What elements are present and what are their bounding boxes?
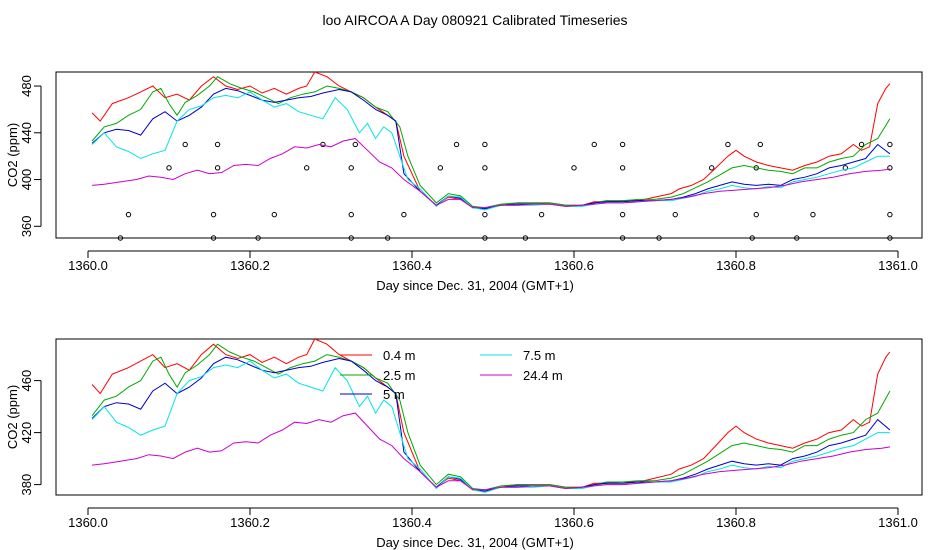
marker-point <box>887 141 893 148</box>
marker-point <box>348 211 354 218</box>
x-axis-label: Day since Dec. 31, 2004 (GMT+1) <box>376 278 574 293</box>
marker-point <box>619 141 626 148</box>
marker-point <box>619 211 626 218</box>
marker-series <box>117 141 893 241</box>
marker-point <box>437 165 444 171</box>
series-lines <box>91 339 891 493</box>
marker-point <box>352 141 358 148</box>
x-tick-label: 1361.0 <box>878 515 918 530</box>
marker-point <box>538 211 545 218</box>
x-tick-label: 1360.2 <box>230 515 270 530</box>
plot-frame <box>55 71 923 239</box>
marker-point <box>482 235 488 241</box>
marker-point <box>214 165 221 171</box>
panel-bottom: 1360.0 1360.2 1360.4 1360.6 1360.8 1361.0 Day … <box>5 338 923 550</box>
x-tick-label: 1360.0 <box>68 515 108 530</box>
marker-point <box>182 141 188 148</box>
marker-point <box>656 235 662 241</box>
x-tick-label: 1360.8 <box>716 258 756 273</box>
marker-point <box>842 165 849 171</box>
y-axis-label: CO2 (ppm) <box>5 385 20 449</box>
marker-point <box>348 235 354 241</box>
x-axis-label: Day since Dec. 31, 2004 (GMT+1) <box>376 535 574 550</box>
y-tick-label: 480 <box>19 75 34 97</box>
x-tick-label: 1360.6 <box>554 258 594 273</box>
x-tick-label: 1360.2 <box>230 258 270 273</box>
marker-point <box>672 211 678 218</box>
x-tick-label: 1360.4 <box>392 258 432 273</box>
marker-point <box>453 141 460 148</box>
marker-point <box>725 141 731 148</box>
marker-point <box>753 211 759 218</box>
x-tick-label: 1360.8 <box>716 515 756 530</box>
y-axis-label: CO2 (ppm) <box>5 123 20 187</box>
x-tick-label: 1361.0 <box>878 258 918 273</box>
marker-point <box>591 141 597 148</box>
marker-point <box>348 165 354 171</box>
marker-point <box>482 141 488 148</box>
legend-label: 2.5 m <box>383 368 416 383</box>
legend-label: 5 m <box>383 387 405 402</box>
marker-point <box>255 235 261 241</box>
marker-point <box>522 235 529 241</box>
marker-point <box>810 211 816 218</box>
marker-point <box>709 165 715 171</box>
marker-point <box>482 211 488 218</box>
legend: 0.4 m 2.5 m 5 m 7.5 m 24.4 m <box>340 348 563 402</box>
marker-point <box>166 165 172 171</box>
marker-point <box>401 211 407 218</box>
plot-frame <box>55 338 923 496</box>
marker-point <box>214 141 221 148</box>
y-tick-label: 400 <box>19 169 34 191</box>
series-line-5-m <box>91 87 891 210</box>
series-line-24-4-m <box>92 138 890 209</box>
marker-point <box>571 165 577 171</box>
marker-point <box>858 141 865 148</box>
series-line-0-4-m <box>91 72 891 210</box>
marker-point <box>385 235 391 241</box>
y-tick-label: 440 <box>19 122 34 144</box>
series-lines <box>91 72 891 211</box>
legend-label: 0.4 m <box>383 348 416 363</box>
marker-point <box>757 141 763 148</box>
legend-label: 24.4 m <box>523 368 563 383</box>
y-tick-label: 420 <box>19 422 34 444</box>
y-tick-label: 460 <box>19 370 34 392</box>
marker-point <box>210 235 217 241</box>
marker-point <box>887 165 893 171</box>
marker-point <box>619 235 626 241</box>
series-line-2-5-m <box>91 343 891 491</box>
series-line-2-5-m <box>91 76 891 209</box>
series-line-24-4-m <box>92 412 890 491</box>
marker-point <box>482 165 488 171</box>
x-tick-label: 1360.6 <box>554 515 594 530</box>
chart-title: loo AIRCOA A Day 080921 Calibrated Times… <box>322 12 627 28</box>
marker-point <box>210 211 217 218</box>
series-line-5-m <box>91 356 891 492</box>
x-tick-label: 1360.0 <box>68 258 108 273</box>
marker-point <box>117 235 124 241</box>
panel-top: 1360.0 1360.2 1360.4 1360.6 1360.8 1361.0 Day … <box>5 71 923 293</box>
marker-point <box>749 235 755 241</box>
marker-point <box>304 165 310 171</box>
legend-label: 7.5 m <box>523 348 556 363</box>
marker-point <box>125 211 132 218</box>
marker-point <box>619 165 626 171</box>
series-line-7-5-m <box>91 91 890 211</box>
marker-point <box>794 235 800 241</box>
marker-point <box>271 211 277 218</box>
x-tick-label: 1360.4 <box>392 515 432 530</box>
marker-point <box>887 211 893 218</box>
y-tick-label: 360 <box>19 215 34 237</box>
y-tick-label: 380 <box>19 474 34 496</box>
series-line-7-5-m <box>91 360 890 493</box>
series-line-0-4-m <box>91 339 891 492</box>
marker-point <box>887 235 893 241</box>
